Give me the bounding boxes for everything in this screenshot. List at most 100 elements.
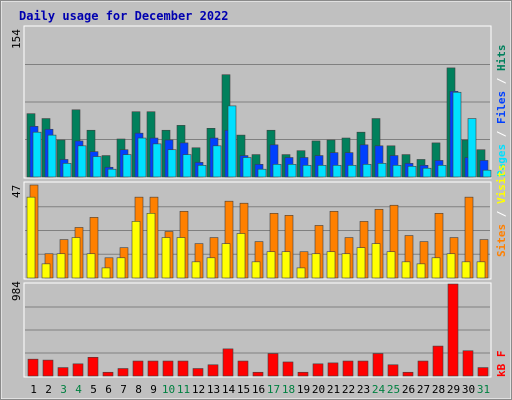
bar-kbf-day-31 xyxy=(477,367,489,377)
x-label-day-30: 30 xyxy=(462,383,475,396)
bar-pages-day-20 xyxy=(317,165,327,178)
bar-visits-day-26 xyxy=(401,261,411,279)
bar-kbf-day-25 xyxy=(387,364,399,377)
bar-visits-day-10 xyxy=(161,237,171,279)
x-label-day-13: 13 xyxy=(207,383,220,396)
bar-visits-day-22 xyxy=(341,253,351,279)
bar-visits-day-6 xyxy=(101,267,111,279)
bar-kbf-day-5 xyxy=(87,357,99,377)
bar-kbf-day-20 xyxy=(312,363,324,377)
bar-visits-day-11 xyxy=(176,237,186,279)
x-label-day-28: 28 xyxy=(432,383,445,396)
bar-visits-day-29 xyxy=(446,253,456,279)
bar-kbf-day-10 xyxy=(162,360,174,377)
bar-pages-day-5 xyxy=(92,156,102,178)
bar-kbf-day-28 xyxy=(432,345,444,377)
bar-visits-day-24 xyxy=(371,243,381,279)
x-label-day-4: 4 xyxy=(75,383,82,396)
bar-visits-day-18 xyxy=(281,251,291,279)
bar-kbf-day-17 xyxy=(267,353,279,377)
bar-visits-day-5 xyxy=(86,253,96,279)
legend-files: Files xyxy=(495,91,508,124)
x-label-day-5: 5 xyxy=(90,383,97,396)
bar-kbf-day-14 xyxy=(222,348,234,377)
bar-pages-day-8 xyxy=(137,137,147,178)
x-label-day-29: 29 xyxy=(447,383,460,396)
bar-kbf-day-29 xyxy=(447,283,459,377)
bar-visits-day-27 xyxy=(416,263,426,279)
bar-kbf-day-11 xyxy=(177,360,189,377)
x-label-day-23: 23 xyxy=(357,383,370,396)
bar-visits-day-3 xyxy=(56,253,66,279)
bars-layer xyxy=(26,67,492,377)
legend-hits: Hits xyxy=(495,45,508,72)
bar-pages-day-3 xyxy=(62,163,72,178)
bar-visits-day-19 xyxy=(296,267,306,279)
legend-sites: Sites xyxy=(495,224,508,257)
bar-pages-day-22 xyxy=(347,165,357,178)
bar-pages-day-24 xyxy=(377,163,387,178)
scale-label-visits: 47 xyxy=(10,185,23,198)
bar-pages-day-16 xyxy=(257,168,267,178)
bar-pages-day-18 xyxy=(287,164,297,178)
legend-pages: Pages xyxy=(495,144,508,177)
bar-visits-day-14 xyxy=(221,243,231,279)
bar-kbf-day-15 xyxy=(237,360,249,377)
x-label-day-7: 7 xyxy=(120,383,127,396)
x-label-day-16: 16 xyxy=(252,383,265,396)
bar-kbf-day-9 xyxy=(147,360,159,377)
bar-kbf-day-19 xyxy=(297,371,309,377)
x-label-day-2: 2 xyxy=(45,383,52,396)
legend-kbf-panel: kB F xyxy=(495,351,508,378)
bar-visits-day-16 xyxy=(251,261,261,279)
bar-visits-day-4 xyxy=(71,237,81,279)
bar-visits-day-20 xyxy=(311,253,321,279)
bar-kbf-day-12 xyxy=(192,368,204,377)
bar-visits-day-1 xyxy=(26,196,36,279)
legend-kbf: kB F xyxy=(495,351,508,378)
x-axis-labels: 1 2 3 4 5 6 7 8 9 10 11 12 13 14 15 16 17 18 19 20 21 22 23 24 2… xyxy=(30,383,490,396)
bar-kbf-day-16 xyxy=(252,371,264,377)
x-label-day-3: 3 xyxy=(60,383,67,396)
bar-visits-day-28 xyxy=(431,257,441,279)
bar-kbf-day-3 xyxy=(57,367,69,377)
bar-pages-day-27 xyxy=(422,167,432,178)
bar-visits-day-31 xyxy=(476,261,486,279)
bar-kbf-day-4 xyxy=(72,363,84,377)
x-label-day-20: 20 xyxy=(312,383,325,396)
x-label-day-24: 24 xyxy=(372,383,386,396)
bar-pages-day-9 xyxy=(152,143,162,178)
bar-visits-day-15 xyxy=(236,233,246,279)
x-label-day-12: 12 xyxy=(192,383,205,396)
bar-pages-day-12 xyxy=(197,165,207,178)
bar-kbf-day-26 xyxy=(402,371,414,377)
x-label-day-1: 1 xyxy=(30,383,37,396)
legend-hits-panel: Pages / Files / Hits xyxy=(495,45,508,178)
bar-pages-day-30 xyxy=(467,118,477,178)
legend-sep-2: / xyxy=(495,77,508,84)
bar-kbf-day-8 xyxy=(132,360,144,377)
bar-pages-day-13 xyxy=(212,145,222,178)
bar-visits-day-21 xyxy=(326,251,336,279)
scale-label-hits: 154 xyxy=(10,29,23,49)
bar-pages-day-23 xyxy=(362,164,372,178)
bar-kbf-day-24 xyxy=(372,353,384,377)
bar-pages-day-1 xyxy=(32,131,42,178)
bar-visits-day-17 xyxy=(266,251,276,279)
scale-label-kbf: 984 xyxy=(10,281,23,301)
bar-visits-day-9 xyxy=(146,213,156,279)
bar-kbf-day-7 xyxy=(117,368,129,377)
x-label-day-8: 8 xyxy=(135,383,142,396)
legend-visits-panel: Sites / Visits xyxy=(495,164,508,257)
bar-pages-day-21 xyxy=(332,165,342,178)
bar-kbf-day-23 xyxy=(357,360,369,377)
x-label-day-18: 18 xyxy=(282,383,295,396)
chart-title: Daily usage for December 2022 xyxy=(19,9,229,23)
bar-kbf-day-27 xyxy=(417,360,429,377)
x-label-day-15: 15 xyxy=(237,383,250,396)
bar-kbf-day-13 xyxy=(207,364,219,377)
x-label-day-21: 21 xyxy=(327,383,340,396)
bar-kbf-day-1 xyxy=(27,358,39,377)
bar-pages-day-2 xyxy=(47,134,57,178)
